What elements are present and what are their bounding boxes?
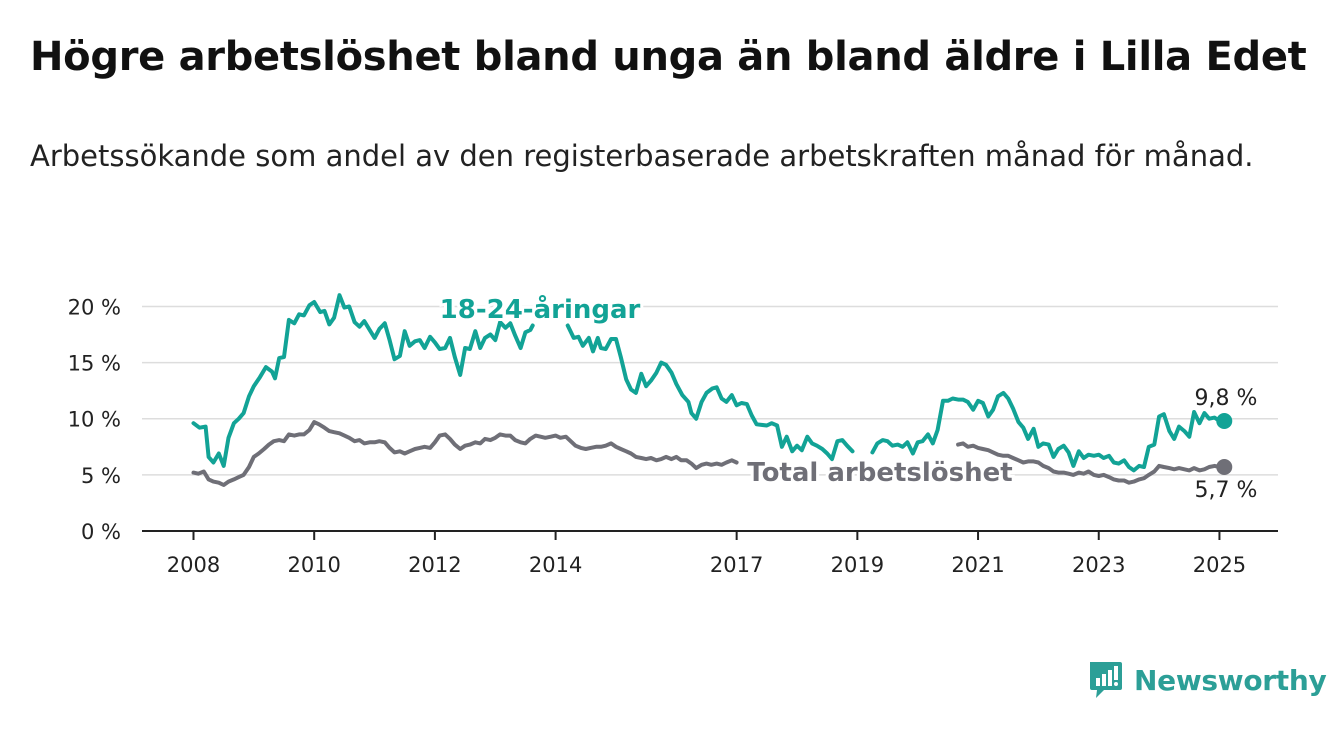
x-tick-label: 2008 — [167, 553, 220, 577]
newsworthy-logo: Newsworthy — [1088, 660, 1327, 700]
series-line-youth — [191, 293, 535, 468]
x-tick-label: 2021 — [951, 553, 1004, 577]
chart-title: Högre arbetslöshet bland unga än bland ä… — [30, 34, 1307, 80]
x-tick-label: 2012 — [408, 553, 461, 577]
newsworthy-bars-icon — [1090, 662, 1122, 698]
x-tick-label: 2019 — [831, 553, 884, 577]
x-tick-label: 2014 — [529, 553, 582, 577]
end-point-youth — [1216, 412, 1233, 429]
y-tick-label: 5 % — [81, 464, 121, 488]
y-tick-label: 10 % — [68, 408, 121, 432]
x-tick-label: 2025 — [1193, 553, 1246, 577]
series-line-total — [191, 420, 739, 487]
x-tick-label: 2017 — [710, 553, 763, 577]
end-value-label-total: 5,7 % — [1195, 478, 1258, 503]
series-label-youth: 18-24-åringar — [440, 293, 641, 325]
series-line-youth — [870, 390, 1227, 473]
x-tick-label: 2010 — [287, 553, 340, 577]
brand-name: Newsworthy — [1134, 663, 1327, 697]
x-tick-label: 2023 — [1072, 553, 1125, 577]
y-tick-label: 20 % — [68, 295, 121, 319]
end-point-total — [1216, 459, 1233, 476]
series-line-youth — [565, 323, 855, 462]
series-label-total: Total arbetslöshet — [747, 458, 1012, 488]
end-value-label-youth: 9,8 % — [1195, 386, 1258, 411]
y-tick-label: 15 % — [68, 352, 121, 376]
series-line-total — [956, 441, 1227, 485]
y-tick-label: 0 % — [81, 520, 121, 544]
chart-subtitle: Arbetssökande som andel av den registerb… — [30, 139, 1254, 173]
